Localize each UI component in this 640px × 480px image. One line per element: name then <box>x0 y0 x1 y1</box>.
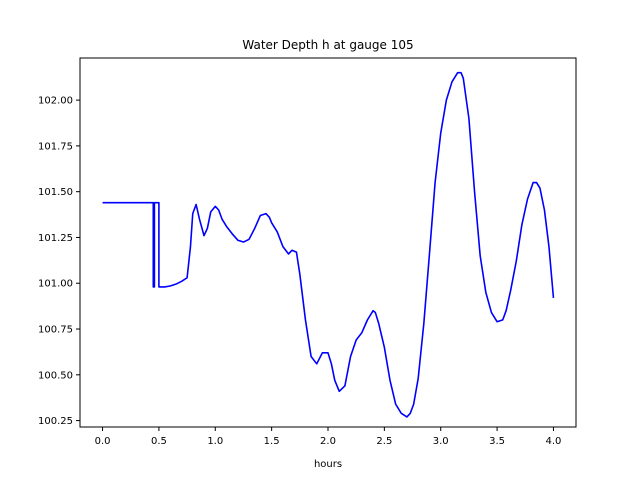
x-tick-label: 0.0 <box>95 436 111 447</box>
y-tick-label: 102.00 <box>38 96 73 107</box>
y-tick-label: 101.00 <box>38 279 73 290</box>
x-tick-label: 2.0 <box>320 436 336 447</box>
y-tick-label: 101.25 <box>38 233 73 244</box>
x-tick-label: 3.0 <box>433 436 449 447</box>
x-tick-label: 1.5 <box>264 436 280 447</box>
y-tick-label: 100.25 <box>38 416 73 427</box>
plot-area: 0.0 0.5 1.0 1.5 2.0 2.5 3.0 3.5 4.0 100.25 100.50 1… <box>38 57 577 447</box>
y-tick-label: 100.75 <box>38 325 73 336</box>
x-tick-label: 1.0 <box>207 436 223 447</box>
y-tick-label: 101.50 <box>38 187 73 198</box>
y-tick-label: 100.50 <box>38 370 73 381</box>
chart-title: Water Depth h at gauge 105 <box>242 38 413 52</box>
x-axis-label: hours <box>314 459 342 470</box>
x-tick-label: 4.0 <box>546 436 562 447</box>
x-tick-label: 3.5 <box>489 436 505 447</box>
x-tick-label: 2.5 <box>376 436 392 447</box>
series-line-0 <box>102 71 555 418</box>
x-tick-label: 0.5 <box>151 436 167 447</box>
y-tick-label: 101.75 <box>38 141 73 152</box>
